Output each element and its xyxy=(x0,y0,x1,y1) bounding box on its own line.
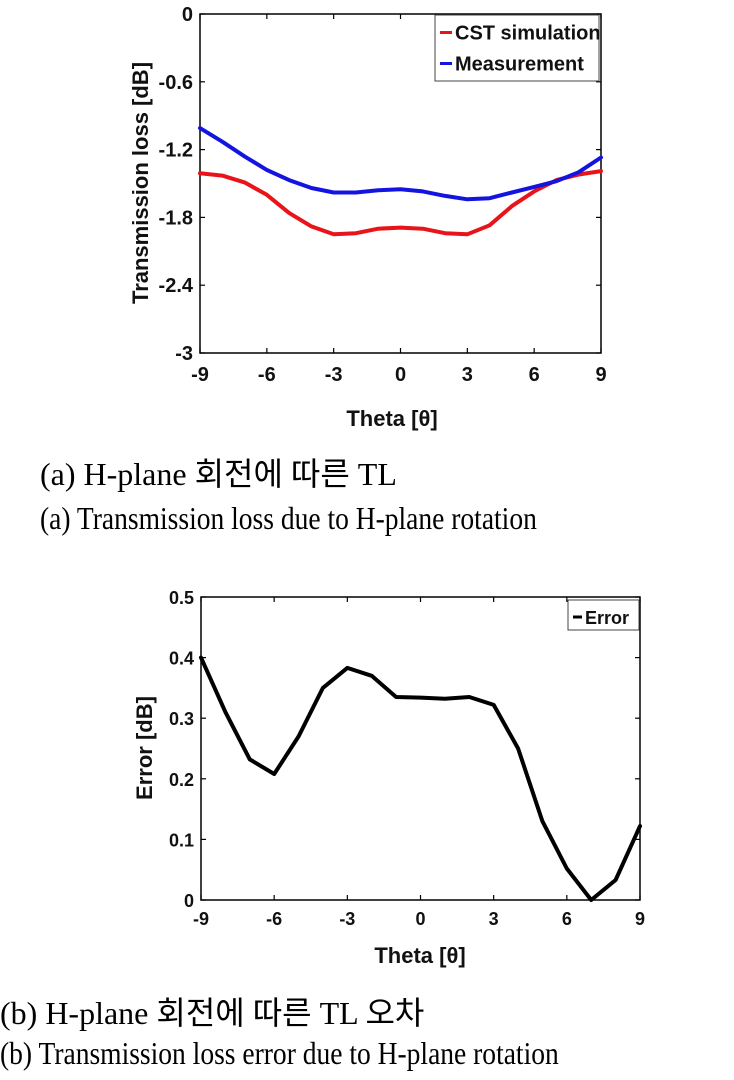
x-axis-label: Theta [θ] xyxy=(374,943,465,968)
y-tick-label: -0.6 xyxy=(159,72,193,94)
x-tick-label: -6 xyxy=(258,364,276,386)
x-axis-label: Theta [θ] xyxy=(346,406,437,431)
x-tick-label: 9 xyxy=(635,909,645,929)
series-line-0 xyxy=(199,655,642,902)
series-layer xyxy=(198,126,603,237)
caption-a-korean: (a) H-plane 회전에 따른 TL xyxy=(40,456,397,492)
axis-ticks: -9 -6 -3 0 3 6 9 0 0.1 0.2 0.3 0.4 0.5 xyxy=(169,588,645,929)
caption-b-english: (b) Transmission loss error due to H-pla… xyxy=(0,1035,559,1071)
caption-b-korean: (b) H-plane 회전에 따른 TL 오차 xyxy=(0,995,425,1031)
x-tick-label: 6 xyxy=(529,364,540,386)
series-line-0 xyxy=(198,169,603,237)
x-tick-label: -9 xyxy=(191,364,209,386)
y-tick-label: 0.2 xyxy=(169,770,194,790)
x-tick-label: 6 xyxy=(562,909,572,929)
x-tick-label: -3 xyxy=(325,364,343,386)
plot-area xyxy=(200,596,641,901)
x-tick-label: -3 xyxy=(339,909,355,929)
legend-label: Error xyxy=(585,608,629,628)
x-tick-label: 9 xyxy=(595,364,606,386)
y-tick-label: 0.5 xyxy=(169,588,194,608)
caption-a-english: (a) Transmission loss due to H-plane rot… xyxy=(40,500,537,536)
y-tick-label: 0.4 xyxy=(169,649,194,669)
series-layer xyxy=(199,655,642,902)
legend-box xyxy=(434,14,600,82)
x-tick-label: -9 xyxy=(193,909,209,929)
y-tick-label: 0 xyxy=(184,891,194,911)
y-tick-label: -3 xyxy=(175,343,193,365)
y-tick-label: 0 xyxy=(182,4,193,26)
chart-transmission-loss: -9 -6 -3 0 3 6 9 0 -0.6 -1.2 -1.8 -2.4 -3 CST simula… xyxy=(128,4,607,431)
y-tick-label: -1.2 xyxy=(159,140,193,162)
x-tick-label: 3 xyxy=(489,909,499,929)
y-axis-label: Transmission loss [dB] xyxy=(128,62,153,304)
y-axis-label: Error [dB] xyxy=(132,696,157,800)
axis-ticks: -9 -6 -3 0 3 6 9 0 -0.6 -1.2 -1.8 -2.4 -3 xyxy=(159,4,607,386)
legend: CST simulation Measurement xyxy=(434,14,601,82)
y-tick-label: -1.8 xyxy=(159,207,193,229)
chart-transmission-loss-error: -9 -6 -3 0 3 6 9 0 0.1 0.2 0.3 0.4 0.5 Error Theta [… xyxy=(132,588,645,968)
y-tick-label: -2.4 xyxy=(159,275,194,297)
legend: Error xyxy=(567,599,640,631)
x-tick-label: 3 xyxy=(462,364,473,386)
x-tick-label: -6 xyxy=(266,909,282,929)
legend-label: Measurement xyxy=(455,54,584,76)
x-tick-label: 0 xyxy=(395,364,406,386)
y-tick-label: 0.3 xyxy=(169,709,194,729)
y-tick-label: 0.1 xyxy=(169,830,194,850)
legend-label: CST simulation xyxy=(455,23,601,45)
series-line-1 xyxy=(198,126,603,202)
legend-box xyxy=(567,599,640,631)
x-tick-label: 0 xyxy=(415,909,425,929)
